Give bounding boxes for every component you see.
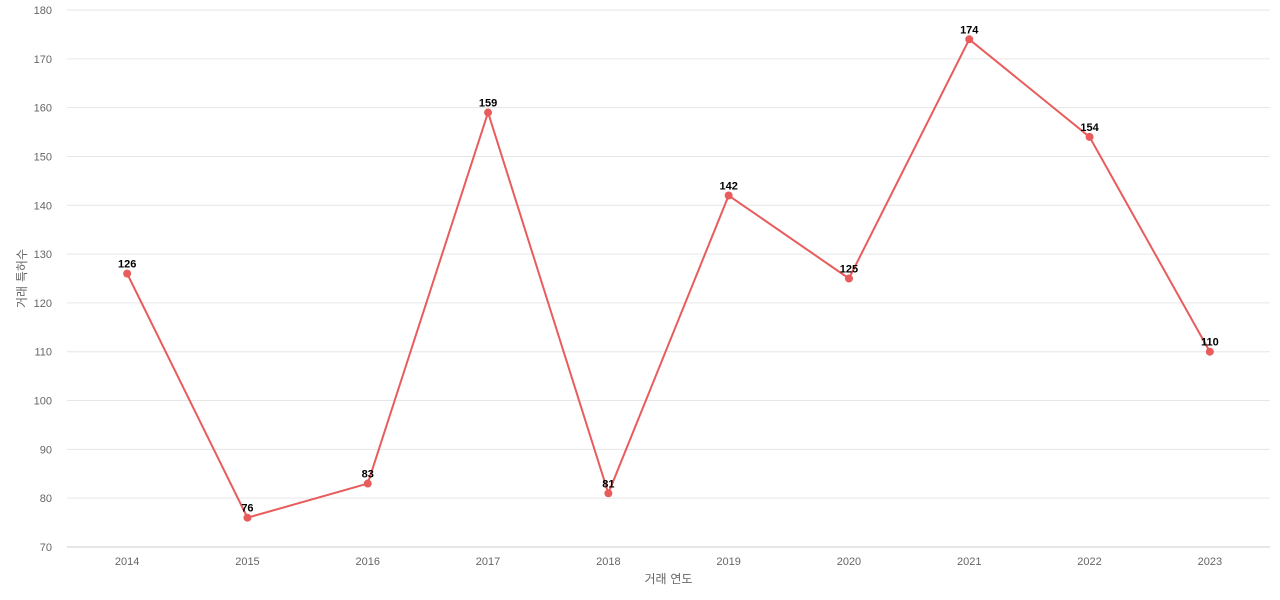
- data-label: 142: [719, 181, 737, 193]
- x-tick-label: 2021: [957, 556, 981, 568]
- y-tick-label: 140: [34, 200, 52, 212]
- y-tick-label: 110: [34, 347, 52, 359]
- data-label: 83: [362, 469, 374, 481]
- data-point[interactable]: [363, 479, 372, 488]
- data-point[interactable]: [724, 191, 733, 200]
- y-tick-label: 120: [34, 298, 52, 310]
- data-point[interactable]: [484, 108, 493, 117]
- data-label: 81: [602, 478, 614, 490]
- data-label: 110: [1201, 337, 1219, 349]
- y-tick-label: 90: [40, 444, 52, 456]
- data-label: 76: [241, 503, 253, 515]
- y-tick-label: 100: [34, 396, 52, 408]
- x-axis-title: 거래 연도: [645, 572, 693, 586]
- y-tick-label: 130: [34, 249, 52, 261]
- data-label: 159: [479, 98, 497, 110]
- y-tick-label: 160: [34, 103, 52, 115]
- y-axis-title: 거래 특허수: [15, 249, 29, 308]
- y-axis-ticks: 70 80 90 100 110 120 130 140 150 160 170 180: [34, 5, 52, 554]
- data-label: 154: [1080, 122, 1099, 134]
- series-line: [126, 37, 1211, 519]
- data-point[interactable]: [844, 274, 853, 283]
- data-point[interactable]: [1085, 132, 1094, 141]
- data-labels: 126 76 83 159 81 142 125 174 154 110: [118, 24, 1219, 514]
- x-axis-ticks: 2014 2015 2016 2017 2018 2019 2020 2021 2022 2023: [115, 556, 1222, 568]
- x-tick-label: 2020: [837, 556, 861, 568]
- x-tick-label: 2019: [716, 556, 740, 568]
- y-tick-label: 170: [34, 54, 52, 66]
- data-point[interactable]: [604, 489, 613, 498]
- x-tick-label: 2014: [115, 556, 139, 568]
- x-tick-label: 2017: [476, 556, 500, 568]
- x-tick-label: 2016: [356, 556, 380, 568]
- series-group: [123, 35, 1214, 522]
- x-tick-label: 2015: [235, 556, 259, 568]
- data-point[interactable]: [243, 513, 252, 522]
- y-tick-label: 150: [34, 151, 52, 163]
- x-tick-label: 2018: [596, 556, 620, 568]
- data-point[interactable]: [965, 35, 974, 44]
- y-tick-label: 70: [40, 542, 52, 554]
- data-label: 125: [840, 264, 858, 276]
- data-label: 126: [118, 259, 136, 271]
- x-tick-label: 2023: [1198, 556, 1222, 568]
- gridlines: [67, 9, 1270, 548]
- y-tick-label: 180: [34, 5, 52, 17]
- data-point[interactable]: [123, 269, 132, 278]
- x-tick-label: 2022: [1077, 556, 1101, 568]
- data-point[interactable]: [1205, 347, 1214, 356]
- data-label: 174: [960, 24, 979, 36]
- y-tick-label: 80: [40, 493, 52, 505]
